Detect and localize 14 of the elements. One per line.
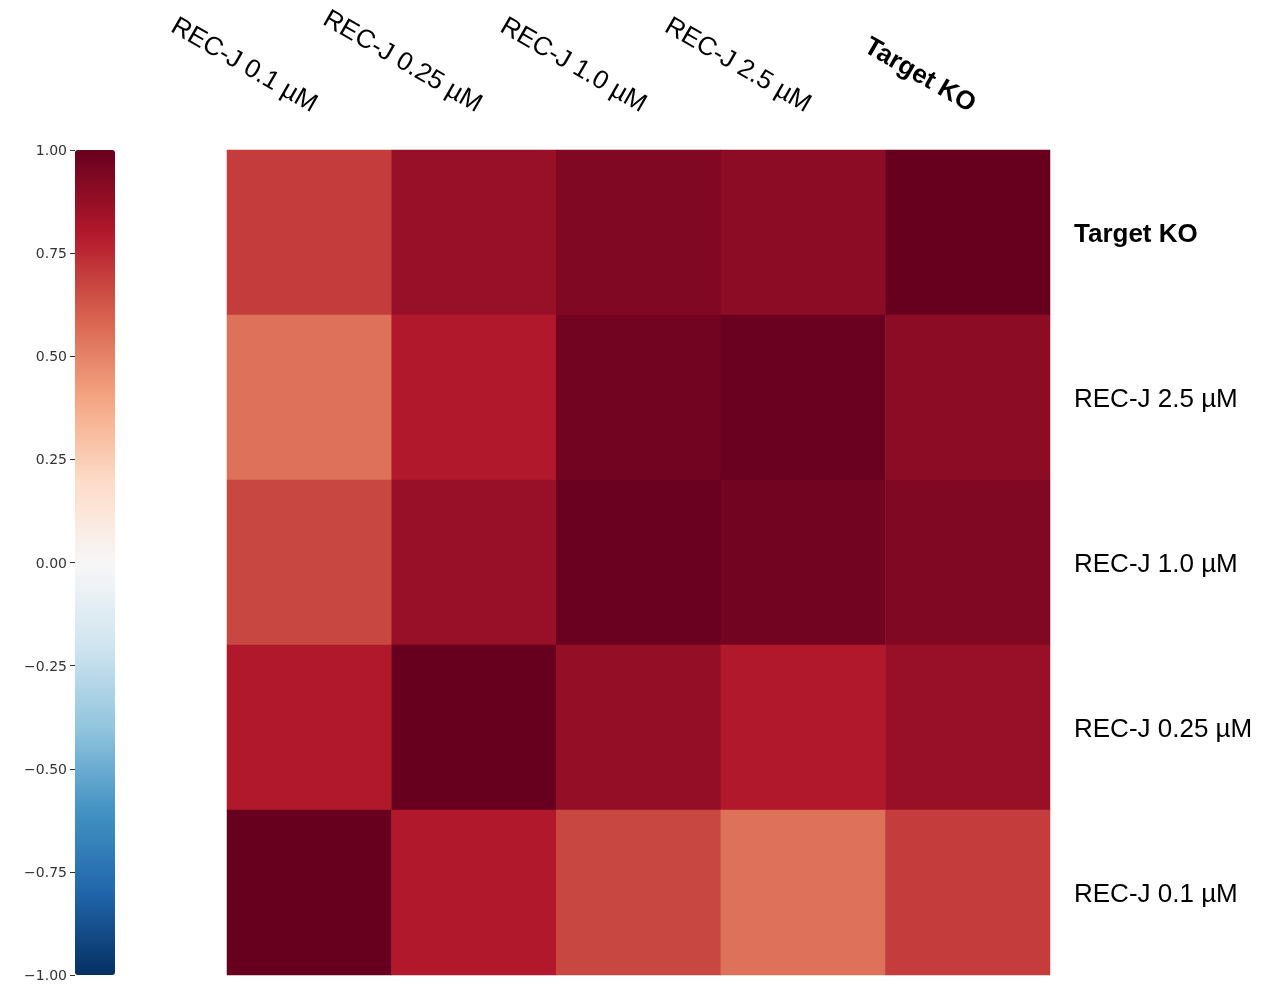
- y-tick-label: Target KO: [1074, 217, 1198, 248]
- y-tick-label: REC-J 2.5 µM: [1074, 382, 1238, 413]
- color-bar-label: 0.50: [35, 348, 67, 365]
- color-bar-label: 1.00: [35, 142, 67, 158]
- color-bar-label: −1.00: [24, 967, 67, 983]
- y-tick-label: REC-J 0.25 µM: [1074, 712, 1253, 743]
- y-tick-label: REC-J 0.1 µM: [1074, 877, 1238, 908]
- color-bar-label: 0.00: [35, 554, 67, 571]
- color-bar-label: 0.75: [35, 245, 67, 262]
- color-bar-label: −0.75: [24, 863, 67, 880]
- color-bar-label: −0.50: [24, 760, 67, 777]
- color-bar-label: −0.25: [24, 657, 67, 674]
- color-bar-label: 0.25: [35, 451, 67, 468]
- y-tick-label: REC-J 1.0 µM: [1074, 547, 1238, 578]
